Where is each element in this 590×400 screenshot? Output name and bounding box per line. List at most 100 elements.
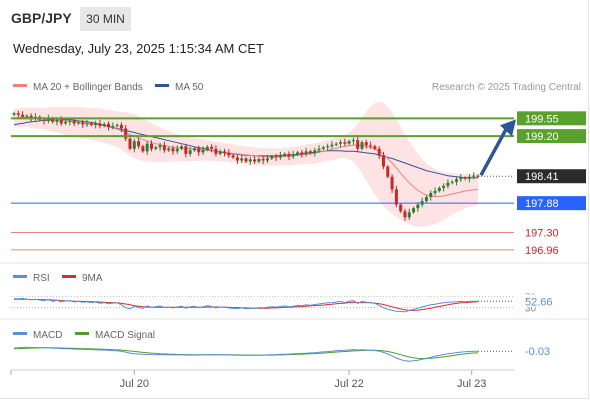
- candle-body: [184, 146, 188, 154]
- credit-text: Research © 2025 Trading Central: [432, 82, 581, 93]
- candle-body: [68, 120, 72, 122]
- legend-swatch-macd-signal: [75, 332, 89, 335]
- candle-body: [390, 176, 394, 190]
- candle-body: [437, 187, 441, 191]
- candle-body: [227, 152, 231, 156]
- macd-line: [13, 346, 479, 362]
- candle-body: [201, 149, 205, 153]
- candle-body: [321, 147, 325, 149]
- candle-body: [244, 158, 248, 162]
- macd-panel: -0.03: [13, 346, 550, 362]
- level-label-box: [517, 196, 586, 211]
- candle-body: [386, 166, 390, 177]
- candle-body: [429, 192, 433, 198]
- candle-body: [257, 158, 261, 162]
- level-label: 199.20: [525, 131, 559, 143]
- candle-body: [364, 142, 368, 146]
- candle-body: [467, 176, 471, 179]
- candle-body: [111, 125, 115, 127]
- candle-body: [265, 158, 269, 161]
- candle-body: [102, 123, 106, 126]
- candle-body: [137, 141, 141, 147]
- forecast-arrow-head: [500, 119, 516, 137]
- candle-body: [339, 142, 343, 144]
- candle-body: [360, 142, 364, 149]
- candle-body: [76, 122, 80, 124]
- candle-body: [261, 158, 265, 161]
- candle-body: [253, 159, 257, 162]
- time-tick-label: Jul 22: [334, 378, 363, 390]
- legend-label-macd-signal: MACD Signal: [95, 330, 155, 341]
- rsi-line: [13, 297, 479, 313]
- candle-body: [231, 155, 235, 158]
- candle-body: [416, 204, 420, 209]
- candle-body: [407, 212, 411, 218]
- timeframe-badge[interactable]: 30 MIN: [80, 7, 131, 31]
- candle-body: [188, 150, 192, 154]
- current-price-label: 198.41: [525, 171, 559, 183]
- candle-body: [442, 185, 446, 188]
- candle-body: [180, 146, 184, 149]
- candle-body: [274, 156, 278, 158]
- candle-body: [248, 159, 252, 162]
- candle-body: [287, 153, 291, 157]
- candle-body: [64, 121, 68, 124]
- candle-body: [94, 123, 98, 125]
- candle-body: [450, 181, 454, 183]
- bollinger-band: [14, 101, 478, 227]
- legend-swatch-ma50: [155, 84, 169, 87]
- candle-body: [214, 148, 218, 154]
- rsi-current-label: 52.66: [525, 296, 553, 308]
- symbol-title: GBP/JPY: [11, 10, 72, 26]
- macd-current-label: -0.03: [525, 346, 550, 358]
- level-label: 199.55: [525, 113, 559, 125]
- candle-body: [55, 119, 59, 122]
- candle-body: [192, 148, 196, 151]
- candle-body: [51, 118, 55, 122]
- price-panel: 199.55 199.20 197.88 197.30 196.96 198.41: [11, 101, 586, 257]
- candle-body: [270, 156, 274, 159]
- legend-swatch-ma20: [13, 84, 27, 87]
- candle-body: [21, 114, 25, 117]
- candle-body: [124, 128, 128, 139]
- candle-body: [412, 208, 416, 213]
- candle-body: [326, 146, 330, 148]
- candle-body: [29, 115, 33, 119]
- candle-body: [369, 145, 373, 147]
- candle-body: [300, 152, 304, 154]
- candle-body: [167, 148, 171, 151]
- candle-body: [12, 113, 16, 115]
- legend-swatch-macd: [13, 332, 27, 335]
- legend-swatch-rsi: [13, 275, 27, 278]
- candle-body: [16, 113, 20, 115]
- candle-body: [472, 175, 476, 177]
- candle-body: [296, 152, 300, 155]
- legend-label-macd: MACD: [33, 330, 62, 341]
- level-label-box: [517, 129, 586, 144]
- time-tick-label: Jul 20: [120, 378, 149, 390]
- candle-body: [149, 143, 153, 149]
- candle-body: [446, 182, 450, 186]
- level-label: 196.96: [525, 245, 559, 257]
- candle-body: [81, 122, 85, 125]
- candle-body: [308, 151, 312, 153]
- candle-body: [459, 177, 463, 180]
- current-price-box: [517, 169, 586, 184]
- candle-body: [119, 124, 123, 129]
- level-label: 197.30: [525, 228, 559, 240]
- candle-body: [128, 138, 132, 149]
- candle-body: [330, 144, 334, 147]
- candle-body: [25, 115, 29, 117]
- candle-body: [158, 145, 162, 148]
- candle-body: [46, 118, 50, 121]
- rsi-panel: 703052.66: [11, 292, 560, 315]
- candle-body: [455, 179, 459, 182]
- candle-body: [115, 124, 119, 126]
- candle-body: [141, 146, 145, 152]
- candle-body: [98, 123, 102, 126]
- candle-body: [433, 190, 437, 193]
- candle-body: [154, 147, 158, 149]
- candle-body: [317, 148, 321, 151]
- candle-body: [107, 123, 111, 127]
